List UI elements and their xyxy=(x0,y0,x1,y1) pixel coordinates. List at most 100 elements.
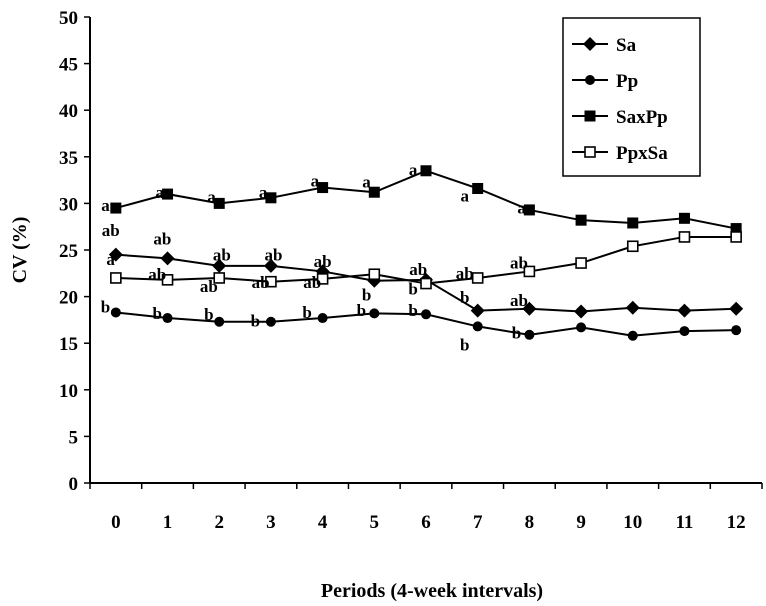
data-point-ppxsa xyxy=(161,274,174,286)
legend-label: Pp xyxy=(616,71,638,92)
y-tick-label: 25 xyxy=(59,241,78,262)
significance-label: ab xyxy=(213,245,231,264)
data-point-ppxsa xyxy=(265,275,277,288)
significance-label: ab xyxy=(409,260,427,279)
y-tick-label: 15 xyxy=(59,334,78,355)
data-point-sa xyxy=(677,303,692,318)
significance-label: b xyxy=(251,311,260,330)
significance-label: b xyxy=(357,301,366,320)
data-point-saxpp xyxy=(317,182,329,194)
data-point-saxpp xyxy=(368,186,380,198)
legend-marker xyxy=(584,110,596,122)
significance-label: a xyxy=(461,187,470,206)
significance-label: b xyxy=(101,297,110,316)
series-pp xyxy=(110,307,742,341)
data-point-sa xyxy=(729,301,744,316)
significance-label: a xyxy=(362,173,371,192)
data-point-ppxsa xyxy=(471,272,484,284)
data-point-sa xyxy=(160,251,175,266)
data-point-saxpp xyxy=(110,202,122,214)
significance-label: ab xyxy=(510,291,528,310)
significance-label: a xyxy=(259,183,268,202)
y-tick-label: 50 xyxy=(59,8,78,29)
x-tick-label: 0 xyxy=(111,512,121,533)
significance-label: ab xyxy=(200,277,218,296)
y-tick-label: 0 xyxy=(69,474,79,495)
significance-label: ab xyxy=(102,221,120,240)
data-point-ppxsa xyxy=(420,277,432,290)
y-tick-label: 45 xyxy=(59,55,78,76)
data-point-saxpp xyxy=(575,214,587,226)
significance-label: ab xyxy=(510,254,528,273)
series-saxpp xyxy=(110,165,742,235)
series-group xyxy=(108,165,744,341)
x-tick-label: 1 xyxy=(163,512,173,533)
data-point-pp xyxy=(472,321,483,332)
significance-label: b xyxy=(512,324,521,343)
data-point-pp xyxy=(110,307,121,318)
data-point-saxpp xyxy=(678,212,690,224)
data-point-saxpp xyxy=(627,217,639,229)
data-point-sa xyxy=(625,300,640,315)
x-tick-label: 6 xyxy=(421,512,431,533)
legend-marker xyxy=(585,75,595,85)
significance-label: ab xyxy=(153,229,171,248)
data-point-pp xyxy=(627,330,638,341)
data-point-sa xyxy=(263,258,278,273)
significance-label: ab xyxy=(252,273,270,292)
legend-label: SaxPp xyxy=(616,107,668,128)
significance-label: b xyxy=(152,304,161,323)
significance-label: b xyxy=(460,288,469,307)
legend-label: Sa xyxy=(616,35,637,56)
data-point-pp xyxy=(421,309,431,320)
significance-label: ab xyxy=(265,245,283,264)
legend: Sa Pp SaxPp PpxSa xyxy=(562,17,701,177)
significance-label: b xyxy=(362,285,371,304)
x-tick-label: 10 xyxy=(623,512,642,533)
legend-marker xyxy=(584,146,596,158)
data-point-ppxsa xyxy=(730,231,742,243)
y-axis-ticks: 0 5 10 15 20 25 30 35 40 45 50 xyxy=(59,8,90,495)
significance-label: a xyxy=(409,160,418,179)
significance-label: b xyxy=(408,301,417,320)
significance-label: b xyxy=(408,280,417,299)
x-tick-label: 11 xyxy=(675,512,693,533)
data-point-sa xyxy=(522,301,537,316)
significance-label: ab xyxy=(314,252,332,271)
data-point-pp xyxy=(576,322,587,333)
significance-label: a xyxy=(101,196,110,215)
x-axis-label: Periods (4-week intervals) xyxy=(321,580,543,602)
significance-label: ab xyxy=(456,264,474,283)
data-point-pp xyxy=(679,326,690,337)
x-axis-ticks: 0 1 2 3 4 5 6 7 8 9 10 11 12 xyxy=(89,483,763,533)
data-point-ppxsa xyxy=(316,273,329,285)
y-tick-label: 35 xyxy=(59,148,78,169)
x-tick-label: 8 xyxy=(525,512,535,533)
y-tick-label: 10 xyxy=(59,381,78,402)
significance-label: a xyxy=(106,250,115,269)
data-point-sa xyxy=(470,303,485,318)
data-point-pp xyxy=(317,313,328,324)
data-point-pp xyxy=(265,316,276,327)
data-point-saxpp xyxy=(213,197,225,209)
x-tick-label: 5 xyxy=(370,512,380,533)
data-point-ppxsa xyxy=(368,268,381,281)
significance-label: b xyxy=(460,336,469,355)
y-tick-label: 40 xyxy=(59,101,78,122)
legend-item-ppxsa: PpxSa xyxy=(572,143,668,164)
data-point-pp xyxy=(214,316,225,327)
x-tick-label: 12 xyxy=(727,512,746,533)
significance-label: b xyxy=(204,305,213,324)
data-point-saxpp xyxy=(265,192,277,204)
legend-label: PpxSa xyxy=(616,143,668,164)
significance-label: ab xyxy=(148,265,166,284)
data-point-ppxsa xyxy=(678,231,691,243)
legend-item-pp: Pp xyxy=(572,71,638,92)
data-point-ppxsa xyxy=(523,265,536,278)
legend-marker xyxy=(583,37,597,51)
x-tick-label: 4 xyxy=(318,512,328,533)
data-point-saxpp xyxy=(162,188,174,200)
data-point-saxpp xyxy=(730,223,742,235)
